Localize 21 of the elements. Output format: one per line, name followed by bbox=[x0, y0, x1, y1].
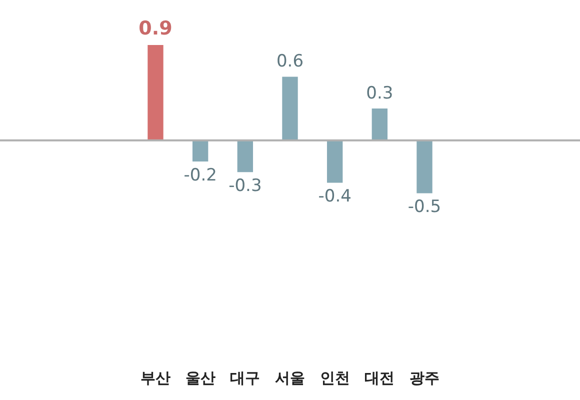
bar bbox=[192, 140, 208, 162]
x-tick-label: 서울 bbox=[275, 368, 305, 387]
data-label: 0.9 bbox=[138, 17, 172, 40]
x-tick-label: 인천 bbox=[320, 368, 350, 387]
x-tick-label: 울산 bbox=[185, 368, 216, 387]
bar bbox=[416, 140, 432, 194]
data-label: 0.6 bbox=[276, 52, 304, 72]
data-label: -0.5 bbox=[408, 197, 442, 218]
bar bbox=[326, 140, 343, 183]
data-label: -0.3 bbox=[228, 176, 262, 196]
bar bbox=[282, 76, 298, 140]
x-tick-label: 대전 bbox=[364, 368, 395, 387]
bar bbox=[148, 45, 164, 140]
data-label: -0.4 bbox=[318, 186, 352, 207]
x-tick-label: 부산 bbox=[140, 368, 170, 387]
data-label: 0.3 bbox=[366, 83, 394, 104]
x-tick-label: 대구 bbox=[230, 368, 260, 387]
bar bbox=[237, 140, 254, 172]
x-tick-label: 광주 bbox=[410, 368, 440, 387]
data-label: -0.2 bbox=[184, 165, 217, 186]
bar bbox=[372, 108, 388, 140]
